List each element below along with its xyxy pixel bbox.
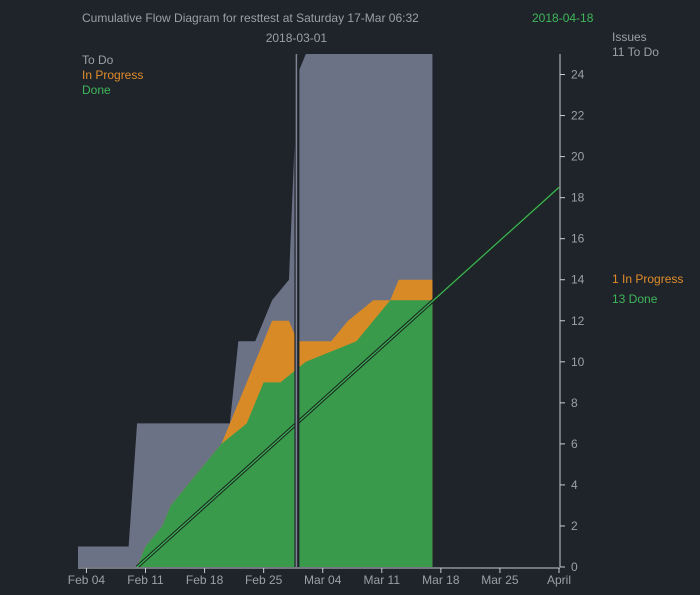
y-tick-label: 12 bbox=[571, 314, 585, 328]
x-tick-label: Feb 18 bbox=[186, 573, 224, 587]
x-tick-label: Feb 04 bbox=[68, 573, 106, 587]
forecast-date-label: 2018-04-18 bbox=[532, 11, 594, 25]
todo-count-label: 11 To Do bbox=[612, 45, 659, 59]
marker-date-label: 2018-03-01 bbox=[266, 31, 328, 45]
x-tick-label: Feb 11 bbox=[127, 573, 164, 587]
legend-todo: To Do bbox=[82, 53, 114, 67]
x-tick-label: Mar 25 bbox=[481, 573, 519, 587]
x-tick-label: Mar 18 bbox=[422, 573, 460, 587]
y-tick-label: 0 bbox=[571, 560, 578, 574]
issues-header: Issues bbox=[612, 30, 647, 44]
x-tick-label: Mar 11 bbox=[364, 573, 401, 587]
in-progress-count-label: 1 In Progress bbox=[612, 272, 683, 286]
y-tick-label: 20 bbox=[571, 150, 585, 164]
chart-title: Cumulative Flow Diagram for resttest at … bbox=[82, 11, 419, 25]
y-tick-label: 2 bbox=[571, 519, 578, 533]
x-tick-label: Feb 25 bbox=[245, 573, 283, 587]
legend-in-progress: In Progress bbox=[82, 68, 143, 82]
forecast-line bbox=[136, 186, 560, 568]
y-tick-label: 18 bbox=[571, 191, 585, 205]
done-count-label: 13 Done bbox=[612, 292, 658, 306]
y-tick-label: 24 bbox=[571, 68, 585, 82]
y-tick-label: 16 bbox=[571, 232, 585, 246]
legend-done: Done bbox=[82, 83, 111, 97]
x-tick-label: Mar 04 bbox=[304, 573, 342, 587]
y-tick-label: 6 bbox=[571, 437, 578, 451]
y-tick-label: 14 bbox=[571, 273, 585, 287]
y-tick-label: 22 bbox=[571, 109, 585, 123]
y-tick-label: 4 bbox=[571, 478, 578, 492]
y-tick-label: 8 bbox=[571, 396, 578, 410]
x-tick-label: April bbox=[547, 573, 571, 587]
y-tick-label: 10 bbox=[571, 355, 585, 369]
